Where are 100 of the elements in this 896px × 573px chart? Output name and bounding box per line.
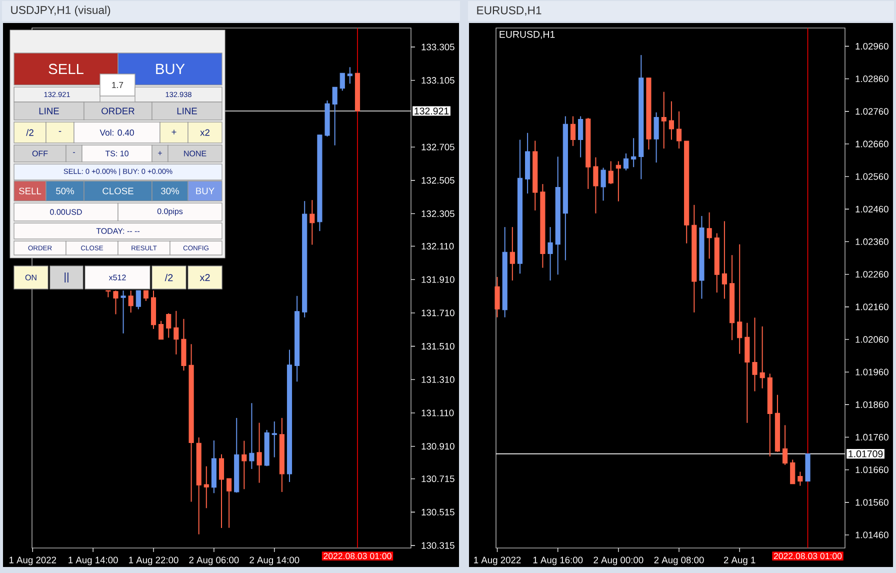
y-tick-label: 1.02460 (856, 206, 888, 212)
candlestick (143, 290, 148, 302)
x-tick-label: 1 Aug 22:00 (129, 556, 178, 566)
candlestick (256, 422, 262, 484)
y-tick-label: 132.705 (422, 144, 454, 150)
ref-line-label: 2022.08.03 01:00 (774, 552, 842, 560)
candlestick (654, 112, 659, 164)
candlestick (752, 317, 758, 392)
candlestick (340, 72, 345, 92)
x-tick-label: 2 Aug 08:00 (654, 556, 704, 566)
y-tick-label: 1.01660 (856, 466, 888, 474)
candlestick (158, 320, 164, 340)
x-tick-label: 2 Aug 1 (724, 556, 756, 566)
annotation: + (158, 151, 162, 156)
annotation: 0.00USD (50, 209, 82, 215)
candlestick (790, 459, 796, 484)
y-tick-label: 132.110 (422, 242, 454, 250)
candlestick (494, 276, 500, 318)
candlestick (570, 116, 576, 146)
annotation: OFF (32, 150, 48, 156)
candlestick (310, 200, 315, 246)
y-tick-label: 1.02260 (856, 271, 888, 278)
y-tick-label: 1.02060 (856, 336, 888, 343)
annotation: - (73, 152, 75, 153)
candlestick (706, 212, 712, 260)
annotation: ON (25, 274, 36, 280)
y-tick-label: 131.310 (422, 376, 454, 383)
annotation: + (172, 130, 176, 134)
candlestick (174, 310, 179, 355)
y-tick-label: 130.315 (422, 542, 454, 549)
y-tick-label: 1.01560 (856, 499, 888, 506)
y-tick-label: 132.305 (422, 210, 454, 218)
candlestick (623, 152, 629, 171)
annotation: 50% (56, 188, 74, 194)
annotation: /2 (26, 129, 34, 136)
annotation: LINE (39, 108, 59, 114)
annotation: SELL (19, 188, 42, 194)
x-tick-label: 1 Aug 2022 (474, 556, 521, 566)
annotation: BUY (156, 64, 185, 74)
y-tick-label: 1.02560 (856, 173, 888, 180)
x-tick-label: 2 Aug 06:00 (189, 556, 239, 566)
candlestick (616, 160, 621, 202)
candlestick (722, 220, 728, 300)
annotation: SELL (48, 64, 84, 74)
candlestick (600, 167, 606, 202)
annotation: x512 (108, 274, 126, 280)
candlestick (798, 471, 803, 486)
y-tick-label: 1.02960 (856, 42, 888, 50)
candlestick (226, 478, 232, 528)
annotation: Vol: 0.40 (100, 129, 134, 136)
annotation: 0.0pips (157, 208, 183, 216)
annotation: BUY (196, 188, 214, 194)
annotation: NONE (184, 150, 206, 156)
annotation: LINE (177, 108, 197, 114)
x-tick-label: 2 Aug 14:00 (250, 556, 300, 566)
annotation: 30% (161, 188, 180, 194)
chart-title: EURUSD,H1 (477, 6, 542, 16)
y-tick-label: 1.01860 (856, 401, 888, 408)
annotation: /2 (164, 274, 173, 282)
annotation: x2 (200, 274, 210, 281)
y-tick-label: 133.305 (422, 44, 454, 50)
y-tick-label: 130.515 (422, 508, 454, 516)
x-tick-label: 1 Aug 16:00 (533, 556, 583, 566)
annotation: TODAY: -- -- (96, 228, 140, 234)
y-tick-label: 1.02860 (856, 76, 888, 82)
candlestick (760, 326, 765, 389)
annotation: - (58, 131, 62, 132)
ref-line-label: 132.921 (414, 108, 449, 114)
y-tick-label: 1.02160 (856, 304, 888, 310)
candlestick (166, 312, 172, 338)
candlestick (272, 420, 277, 458)
x-tick-label: 1 Aug 14:00 (68, 556, 118, 566)
candlestick (593, 156, 598, 214)
y-tick-label: 1.02360 (856, 238, 888, 246)
y-tick-label: 1.02660 (856, 140, 888, 148)
candlestick (676, 110, 682, 150)
candlestick (332, 86, 338, 146)
candlestick (128, 290, 134, 314)
y-tick-label: 133.105 (422, 77, 454, 84)
y-tick-label: 131.110 (422, 410, 454, 416)
ref-line-label: 1.01709 (848, 450, 883, 458)
ref-line-label: 2022.08.03 01:00 (324, 552, 392, 560)
candlestick (737, 244, 742, 354)
annotation: CLOSE (102, 188, 134, 194)
annotation: || (64, 272, 68, 282)
x-tick-label: 2 Aug 00:00 (594, 556, 644, 566)
y-tick-label: 1.02760 (856, 108, 888, 115)
annotation: 1.7 (112, 82, 124, 88)
y-tick-label: 1.01960 (856, 368, 888, 376)
chart-title: USDJPY,H1 (visual) (11, 6, 110, 16)
candlestick (218, 454, 224, 528)
y-tick-label: 1.01460 (856, 532, 888, 538)
candlestick (242, 440, 247, 490)
candlestick (249, 402, 254, 470)
annotation: x2 (200, 129, 210, 136)
chart-subtitle: EURUSD,H1 (500, 30, 555, 39)
x-tick-label: 1 Aug 2022 (9, 556, 56, 566)
y-tick-label: 131.910 (422, 276, 454, 283)
candlestick (661, 91, 666, 150)
candlestick (548, 226, 553, 281)
